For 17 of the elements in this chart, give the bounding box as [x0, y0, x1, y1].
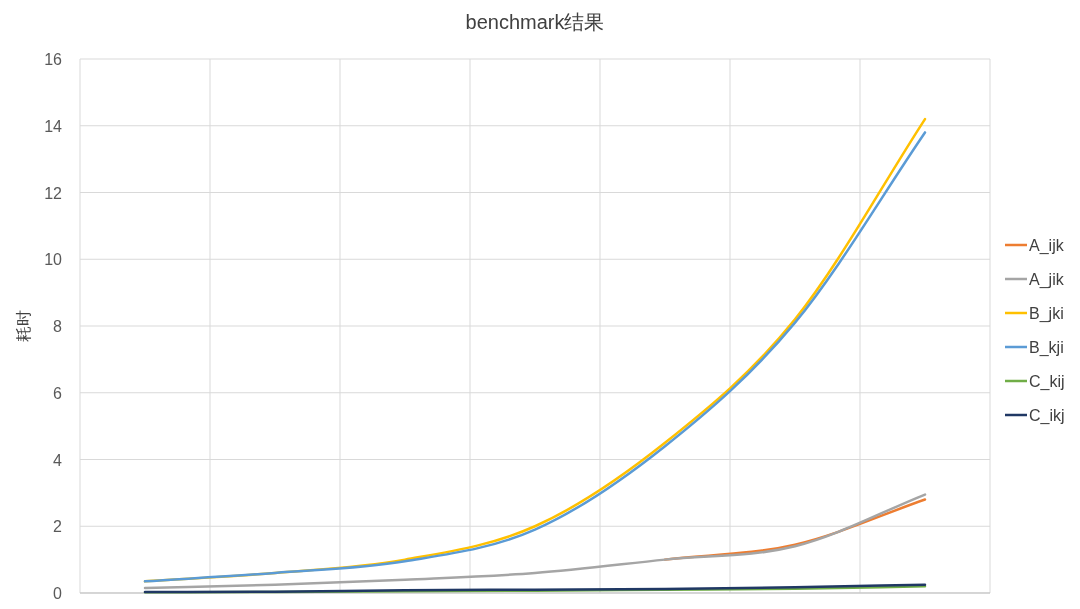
y-tick-label: 8: [53, 318, 63, 335]
y-axis-title: 耗时: [15, 310, 32, 342]
y-tick-label: 0: [53, 585, 63, 602]
y-tick-label: 16: [44, 51, 63, 68]
legend-label: B_kji: [1029, 339, 1064, 357]
y-tick-label: 12: [44, 184, 63, 202]
legend-label: B_jki: [1029, 305, 1064, 323]
y-tick-label: 2: [53, 518, 63, 536]
legend-label: C_kij: [1029, 373, 1065, 391]
chart-title: benchmark结果: [465, 11, 605, 33]
legend-label: C_ikj: [1029, 407, 1065, 425]
legend-label: A_ijk: [1029, 237, 1065, 255]
y-tick-label: 10: [44, 251, 63, 269]
y-tick-label: 6: [53, 384, 63, 402]
legend-label: A_jik: [1029, 271, 1065, 289]
y-tick-label: 14: [44, 117, 63, 135]
y-tick-label: 4: [53, 451, 63, 469]
